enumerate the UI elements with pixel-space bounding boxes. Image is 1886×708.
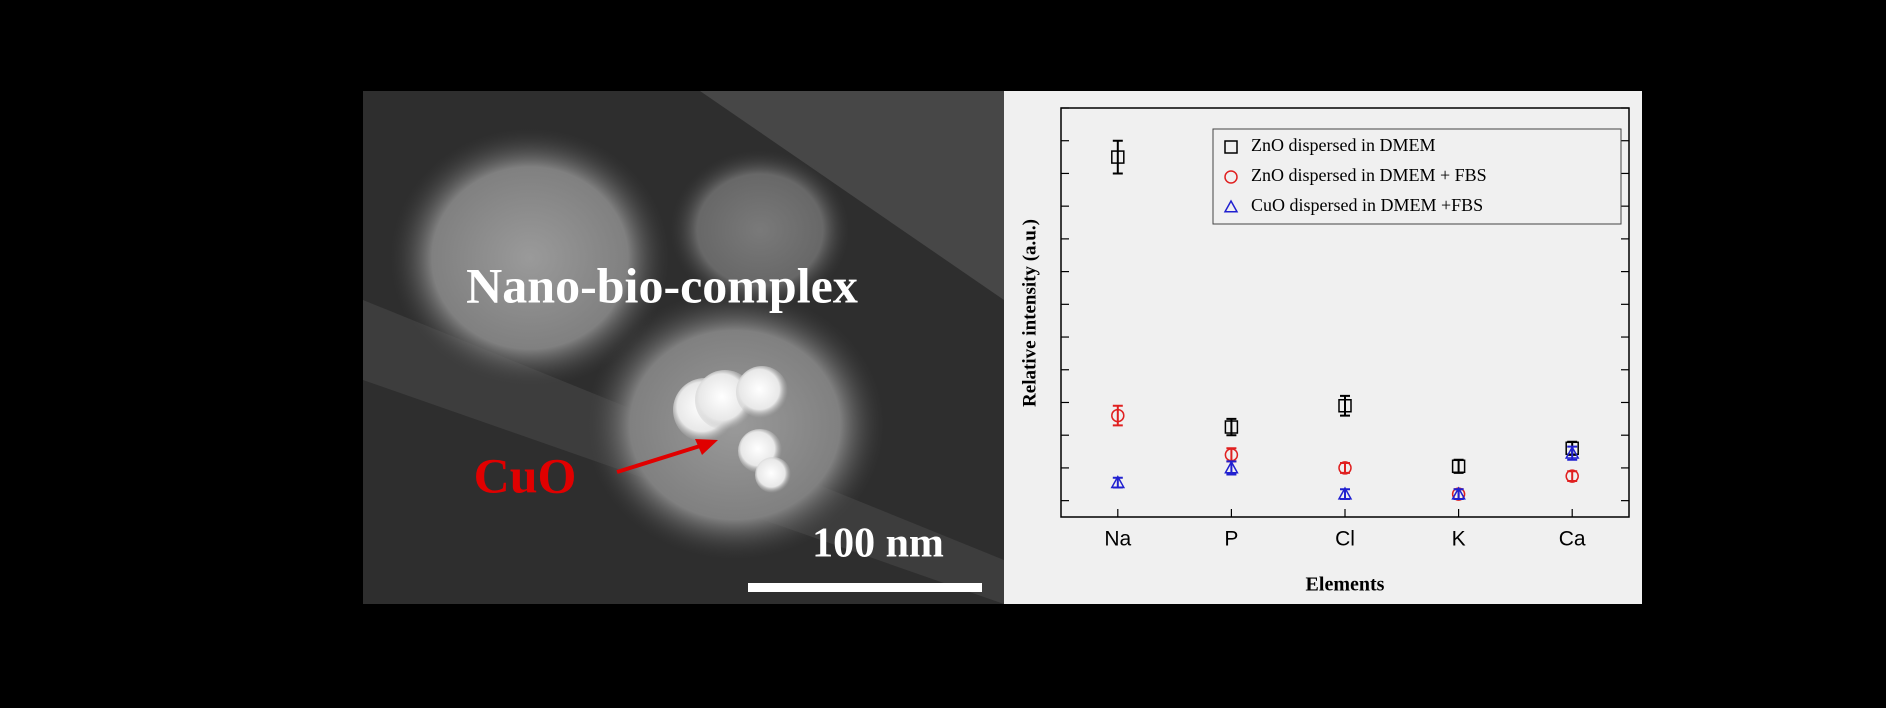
marker	[1451, 486, 1466, 500]
marker	[1224, 420, 1239, 434]
scale-bar	[748, 583, 982, 592]
marker	[1451, 459, 1466, 474]
cuo-particle	[755, 457, 791, 493]
x-tick-label: Na	[1104, 528, 1131, 551]
arrowhead	[695, 439, 718, 455]
y-axis-title: Relative intensity (a.u.)	[1019, 219, 1040, 407]
chart: Relative intensity (a.u.) Elements Na P Cl K C…	[1019, 107, 1630, 596]
arrow	[616, 444, 701, 474]
x-tick-label: Cl	[1335, 528, 1355, 551]
legend-label: ZnO dispersed in DMEM + FBS	[1251, 165, 1487, 185]
marker	[1565, 469, 1579, 483]
marker	[1224, 140, 1238, 154]
marker	[1337, 486, 1353, 500]
marker	[1111, 150, 1125, 164]
scale-bar-label: 100 nm	[812, 521, 944, 567]
x-tick-label: K	[1452, 528, 1466, 551]
particle	[670, 150, 850, 310]
marker	[1224, 460, 1239, 474]
marker	[1564, 445, 1580, 459]
band	[600, 91, 1004, 300]
marker	[1338, 399, 1352, 413]
error-bar	[1112, 139, 1123, 175]
legend-label: CuO dispersed in DMEM +FBS	[1251, 195, 1483, 215]
image-label: Nano-bio-complex	[466, 257, 858, 313]
marker	[1224, 170, 1238, 184]
legend-label: ZnO dispersed in DMEM	[1251, 135, 1435, 155]
x-tick-label: Ca	[1559, 528, 1586, 551]
marker	[1223, 199, 1239, 213]
legend-box	[1212, 128, 1622, 225]
micrograph: Nano-bio-complex CuO 100 nm	[363, 91, 1004, 604]
particle-label: CuO	[474, 447, 577, 503]
x-axis-title: Elements	[1306, 574, 1385, 596]
particle	[390, 128, 670, 388]
x-tick-label: P	[1224, 528, 1238, 551]
marker	[1111, 408, 1125, 423]
cuo-particle	[736, 366, 788, 418]
marker	[1110, 475, 1126, 489]
marker	[1338, 461, 1352, 475]
